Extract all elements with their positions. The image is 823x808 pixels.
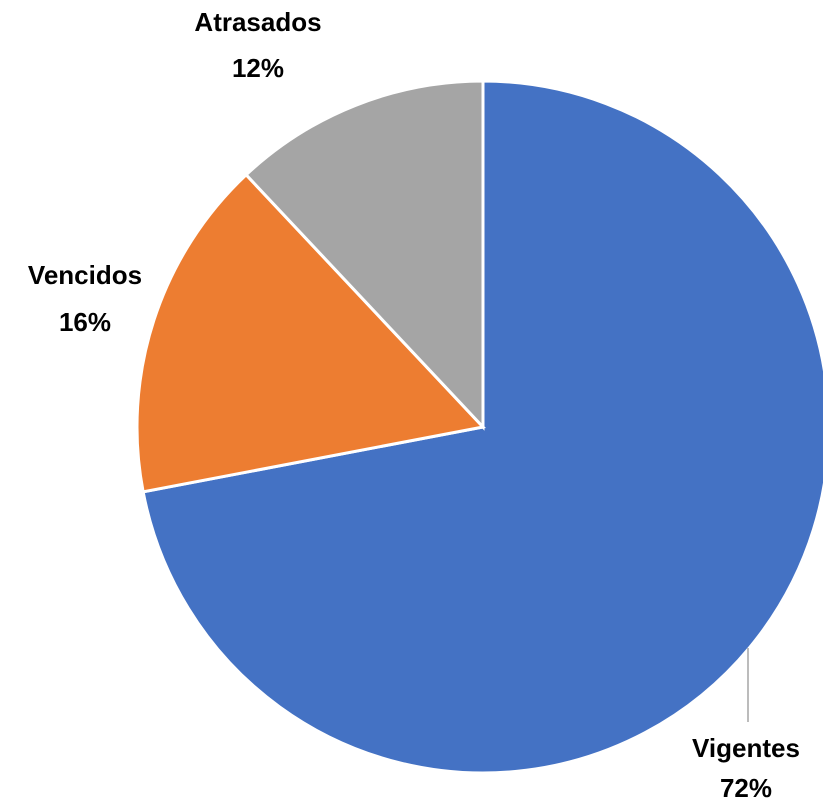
pie-slice	[135, 172, 486, 494]
slice-value: 12%	[232, 53, 284, 83]
slice-value: 72%	[720, 773, 772, 803]
slice-label: Vencidos	[28, 260, 142, 290]
slice-label: Vigentes	[692, 733, 800, 763]
slice-label: Atrasados	[194, 7, 321, 37]
slice-value: 16%	[59, 307, 111, 337]
pie-slice	[244, 79, 485, 431]
